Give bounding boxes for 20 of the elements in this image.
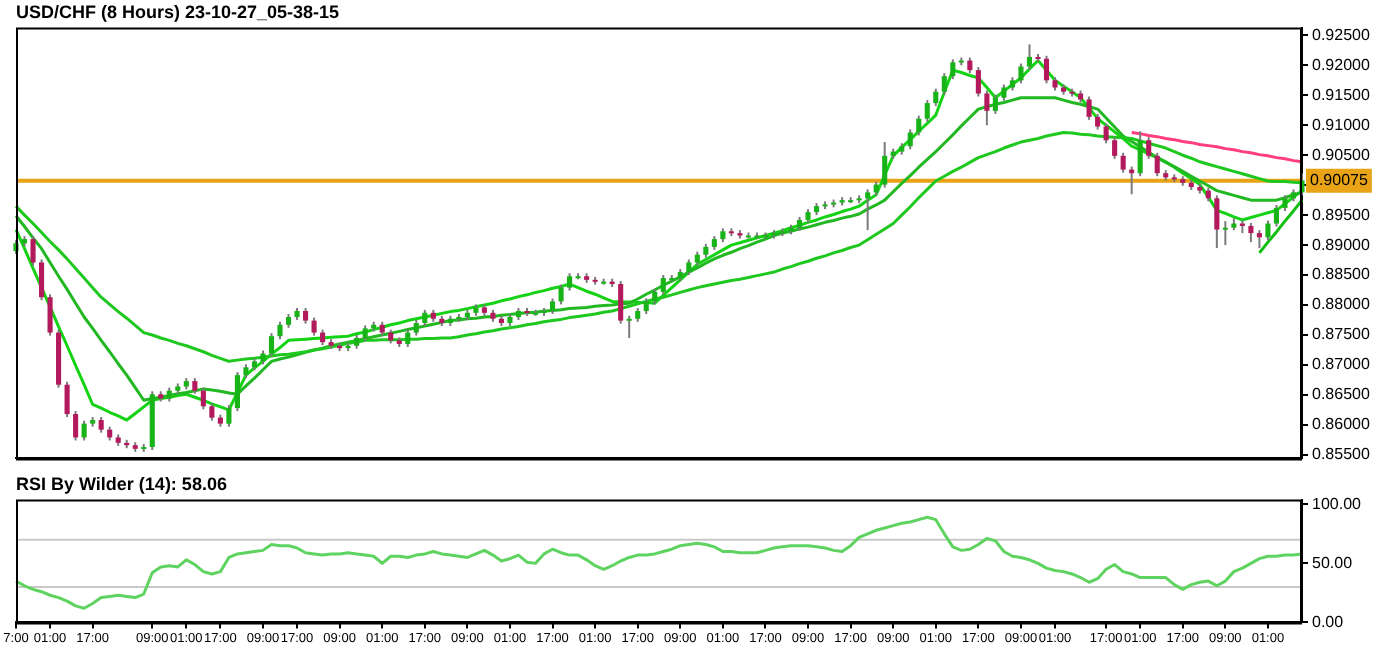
chart-title: USD/CHF (8 Hours) 23-10-27_05-38-15 [16,1,340,22]
y-tick-label: 0.89000 [1312,235,1371,254]
y-tick-label: 0.91000 [1312,115,1371,134]
y-tick-label: 0.92500 [1312,25,1371,44]
y-tick-label: 0.88500 [1312,265,1371,284]
ref-line-label: 0.90075 [1310,171,1369,190]
y-tick-label: 0.86000 [1312,415,1371,434]
y-tick-label: 0.88000 [1312,295,1371,314]
y-tick-label: 0.90500 [1312,145,1371,164]
y-tick-label: 0.85500 [1312,445,1371,464]
y-tick-label: 0.89500 [1312,205,1371,224]
y-tick-label: 0.87000 [1312,355,1371,374]
y-tick-label: 0.86500 [1312,385,1371,404]
y-tick-label: 0.92000 [1312,55,1371,74]
y-tick-label: 100.00 [1312,494,1363,513]
y-tick-label: 0.91500 [1312,85,1371,104]
chart-title: RSI By Wilder (14): 58.06 [16,473,227,494]
y-tick-label: 50.00 [1312,553,1354,572]
y-tick-label: 0.87500 [1312,325,1371,344]
y-tick-label: 0.00 [1312,612,1345,631]
